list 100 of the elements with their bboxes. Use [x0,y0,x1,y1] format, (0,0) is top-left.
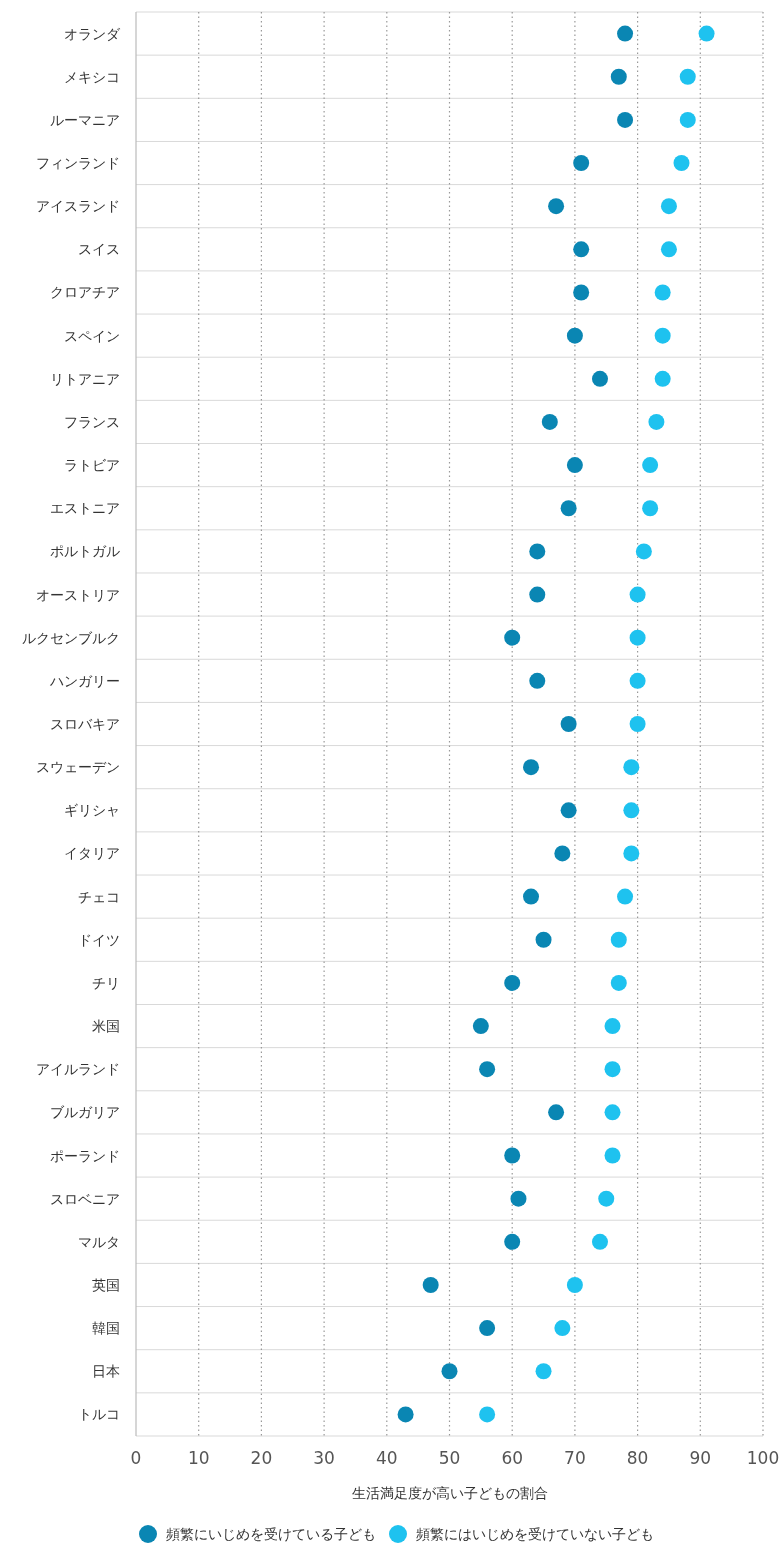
y-tick-label: スウェーデン [36,759,120,776]
y-tick-label: エストニア [50,500,120,517]
point [629,629,646,646]
point [504,629,521,646]
x-tick-label: 40 [375,1448,398,1468]
point [535,931,552,948]
point [623,759,640,776]
point [397,1406,414,1423]
point [598,1190,615,1207]
x-tick-label: 0 [130,1448,142,1468]
y-tick-label: ルクセンブルク [22,629,120,646]
point [610,68,627,85]
x-tick-label: 20 [250,1448,273,1468]
point [422,1276,439,1293]
point [654,327,671,344]
point [604,1061,621,1078]
y-tick-label: オランダ [64,25,121,42]
point [591,1233,608,1250]
y-tick-label: アイルランド [36,1061,120,1078]
point [660,241,677,258]
x-tick-label: 100 [746,1448,780,1468]
y-tick-label: マルタ [78,1233,120,1250]
point [573,284,590,301]
y-tick-label: 米国 [92,1018,120,1035]
y-tick-label: スイス [78,241,120,258]
point [629,672,646,689]
point [635,543,652,560]
x-tick-label: 70 [564,1448,586,1468]
point [479,1061,496,1078]
point [510,1190,527,1207]
point [642,457,659,474]
point [673,155,690,172]
y-tick-label: オーストリア [36,586,120,603]
point [548,1104,565,1121]
y-tick-label: スロベニア [50,1190,120,1207]
point [679,111,696,128]
x-tick-label: 80 [626,1448,649,1468]
y-tick-label: 英国 [92,1276,120,1293]
y-tick-label: チリ [92,974,120,991]
point [554,845,571,862]
y-tick-label: ルーマニア [50,111,120,128]
point [523,888,540,905]
x-tick-label: 60 [501,1448,524,1468]
point [566,457,583,474]
point [504,1233,521,1250]
point [660,198,677,215]
point [591,370,608,387]
point [504,1147,521,1164]
point [548,198,565,215]
y-tick-label: クロアチア [50,284,120,301]
point [472,1018,489,1035]
y-tick-label: ギリシャ [64,802,120,819]
point [604,1018,621,1035]
x-tick-label: 50 [438,1448,461,1468]
y-tick-label: ハンガリー [49,672,120,689]
point [617,111,634,128]
point [529,543,546,560]
point [604,1147,621,1164]
point [523,759,540,776]
point [504,974,521,991]
point [535,1363,552,1380]
point [698,25,715,42]
y-tick-label: ポルトガル [50,543,120,560]
y-tick-label: リトアニア [50,370,120,387]
y-tick-label: チェコ [78,888,120,905]
point [610,974,627,991]
y-tick-label: 日本 [92,1363,120,1380]
x-tick-label: 90 [689,1448,712,1468]
point [679,68,696,85]
y-tick-label: スロバキア [50,716,120,732]
point [560,500,577,517]
y-tick-label: ポーランド [50,1147,120,1164]
point [479,1406,496,1423]
point [566,1276,583,1293]
legend-label: 頻繁にいじめを受けている子ども [166,1526,376,1542]
point [623,845,640,862]
y-tick-label: ブルガリア [50,1104,120,1121]
point [654,284,671,301]
y-tick-label: スペイン [64,327,120,344]
point [573,155,590,172]
point [617,25,634,42]
y-tick-label: ドイツ [78,931,120,948]
y-tick-label: フランス [64,413,120,430]
point [629,586,646,603]
point [610,931,627,948]
legend-label: 頻繁にはいじめを受けていない子ども [416,1526,654,1542]
y-tick-label: フィンランド [36,155,120,172]
x-tick-label: 30 [313,1448,335,1468]
y-tick-label: トルコ [78,1406,120,1423]
y-tick-label: メキシコ [64,68,120,85]
point [479,1320,496,1337]
point [566,327,583,344]
point [642,500,659,517]
point [560,802,577,819]
point [654,370,671,387]
y-tick-label: アイスランド [36,198,120,215]
point [648,413,665,430]
point [617,888,634,905]
point [629,716,646,732]
x-tick-label: 10 [187,1448,210,1468]
